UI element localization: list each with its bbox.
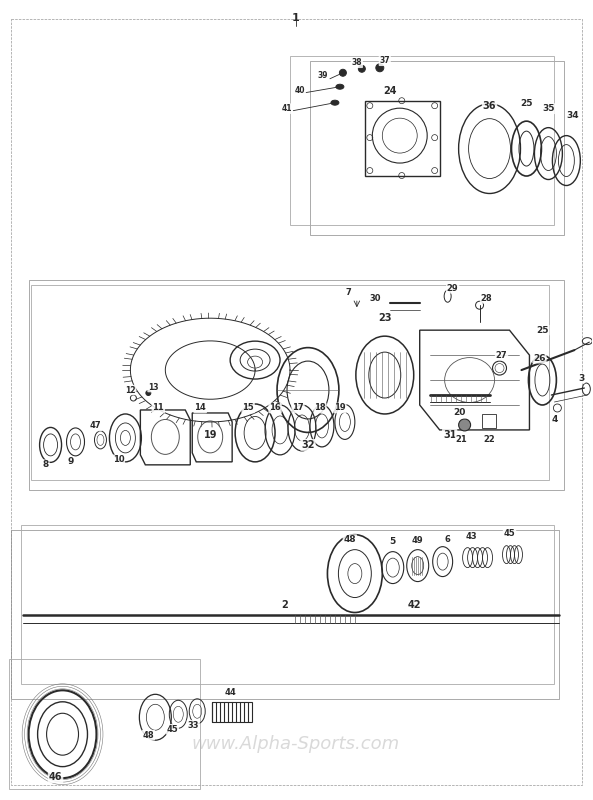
Text: 46: 46	[49, 772, 62, 782]
Ellipse shape	[336, 84, 344, 90]
Text: 24: 24	[383, 86, 397, 96]
Text: 38: 38	[352, 58, 362, 67]
Text: 4: 4	[551, 415, 557, 425]
Text: 2: 2	[282, 599, 288, 610]
Text: 34: 34	[566, 111, 579, 120]
Ellipse shape	[376, 64, 384, 72]
Text: 42: 42	[408, 599, 422, 610]
Text: 28: 28	[481, 294, 492, 302]
Text: 19: 19	[203, 430, 217, 440]
Text: www.Alpha-Sports.com: www.Alpha-Sports.com	[192, 735, 400, 753]
Text: 5: 5	[390, 537, 396, 546]
Text: 22: 22	[484, 435, 495, 445]
Ellipse shape	[339, 70, 346, 76]
Bar	[482, 414, 496, 428]
Text: 47: 47	[90, 422, 101, 430]
Ellipse shape	[331, 100, 339, 105]
Text: 9: 9	[68, 458, 74, 466]
Text: 41: 41	[282, 104, 292, 113]
Text: 44: 44	[224, 688, 236, 697]
Text: 36: 36	[483, 101, 496, 110]
Text: 23: 23	[378, 313, 391, 323]
Bar	[212, 702, 252, 722]
Text: 30: 30	[369, 294, 381, 302]
Text: 18: 18	[314, 403, 326, 413]
Text: 8: 8	[43, 460, 49, 470]
Ellipse shape	[358, 66, 365, 72]
Text: 12: 12	[125, 386, 136, 394]
Text: 27: 27	[496, 350, 508, 360]
Text: 14: 14	[195, 403, 206, 413]
Text: 48: 48	[343, 535, 356, 544]
Text: 11: 11	[152, 403, 164, 413]
Text: 7: 7	[345, 288, 350, 297]
Text: 10: 10	[113, 455, 124, 464]
Text: 20: 20	[454, 409, 466, 418]
Text: 25: 25	[536, 326, 549, 334]
Text: 3: 3	[578, 374, 585, 382]
Text: 29: 29	[447, 284, 458, 293]
Text: 19: 19	[334, 403, 346, 413]
Text: 32: 32	[301, 440, 315, 450]
Text: 21: 21	[456, 435, 467, 445]
Text: 48: 48	[142, 730, 154, 740]
Text: 45: 45	[167, 725, 178, 734]
Text: 39: 39	[318, 71, 328, 80]
Text: 49: 49	[412, 536, 423, 545]
Text: 45: 45	[503, 529, 515, 538]
Text: 17: 17	[292, 403, 304, 413]
Text: 43: 43	[466, 532, 477, 541]
Text: 37: 37	[380, 56, 390, 66]
Text: 1: 1	[292, 13, 300, 23]
Ellipse shape	[146, 390, 151, 395]
Text: 6: 6	[445, 535, 451, 544]
Text: 40: 40	[295, 86, 305, 95]
Text: 15: 15	[242, 403, 254, 413]
Ellipse shape	[458, 419, 471, 431]
Text: 26: 26	[533, 354, 546, 362]
Text: 33: 33	[187, 721, 199, 730]
Text: 35: 35	[542, 104, 554, 113]
Text: 25: 25	[520, 99, 533, 108]
Text: 31: 31	[443, 430, 457, 440]
Text: 16: 16	[269, 403, 281, 413]
Text: 13: 13	[148, 382, 158, 391]
